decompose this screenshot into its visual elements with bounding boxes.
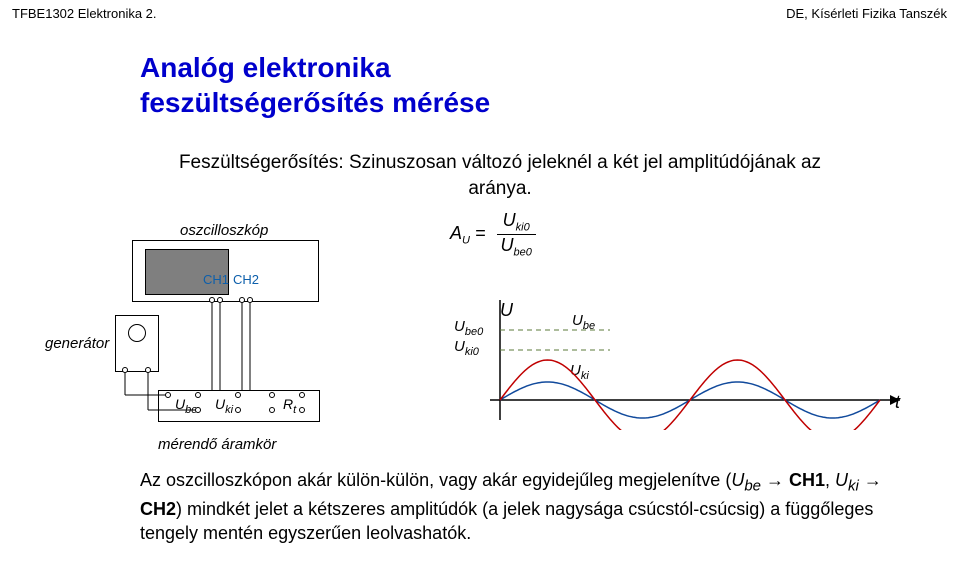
axis-Uki-label: Uki (570, 362, 589, 382)
axis-t-label: t (895, 392, 900, 413)
intro-line2: aránya. (468, 178, 531, 199)
intro-text: Feszültségerősítés: Szinuszosan változó … (140, 150, 860, 201)
page-title: Analóg elektronika feszültségerősítés mé… (140, 50, 490, 120)
rt-label: Rt (283, 396, 296, 416)
uki-label: Uki (215, 396, 233, 416)
header-right: DE, Kísérleti Fizika Tanszék (786, 6, 947, 21)
axis-Ube0-label: Ube0 (454, 318, 483, 338)
generator-knob (128, 324, 146, 342)
eq-sign: = (475, 223, 486, 243)
eq-num: Uki0 (497, 210, 536, 235)
intro-line1: Feszültségerősítés: Szinuszosan változó … (179, 152, 821, 173)
eq-lhs-sub: U (462, 234, 470, 246)
eq-lhs: A (450, 223, 462, 243)
ch1-label: CH1 (203, 272, 229, 287)
circuit-label: mérendő áramkör (158, 436, 276, 453)
axis-U-label: U (500, 300, 513, 321)
scope-label: oszcilloszkóp (180, 222, 268, 239)
ch2-label: CH2 (233, 272, 259, 287)
title-line2: feszültségerősítés mérése (140, 85, 490, 120)
axis-Uki0-label: Uki0 (454, 338, 479, 358)
page: TFBE1302 Elektronika 2. DE, Kísérleti Fi… (0, 0, 959, 562)
equation: AU = Uki0 Ube0 (450, 210, 536, 258)
header-left: TFBE1302 Elektronika 2. (12, 6, 157, 21)
ube-label: Ube (175, 396, 197, 416)
generator-label: generátor (45, 335, 109, 352)
oscilloscope (132, 240, 319, 302)
axis-Ube-label: Ube (572, 312, 595, 332)
title-line1: Analóg elektronika (140, 50, 490, 85)
eq-den: Ube0 (497, 235, 536, 259)
body-paragraph: Az oszcilloszkópon akár külön-külön, vag… (140, 468, 920, 545)
eq-fraction: Uki0 Ube0 (497, 210, 536, 258)
